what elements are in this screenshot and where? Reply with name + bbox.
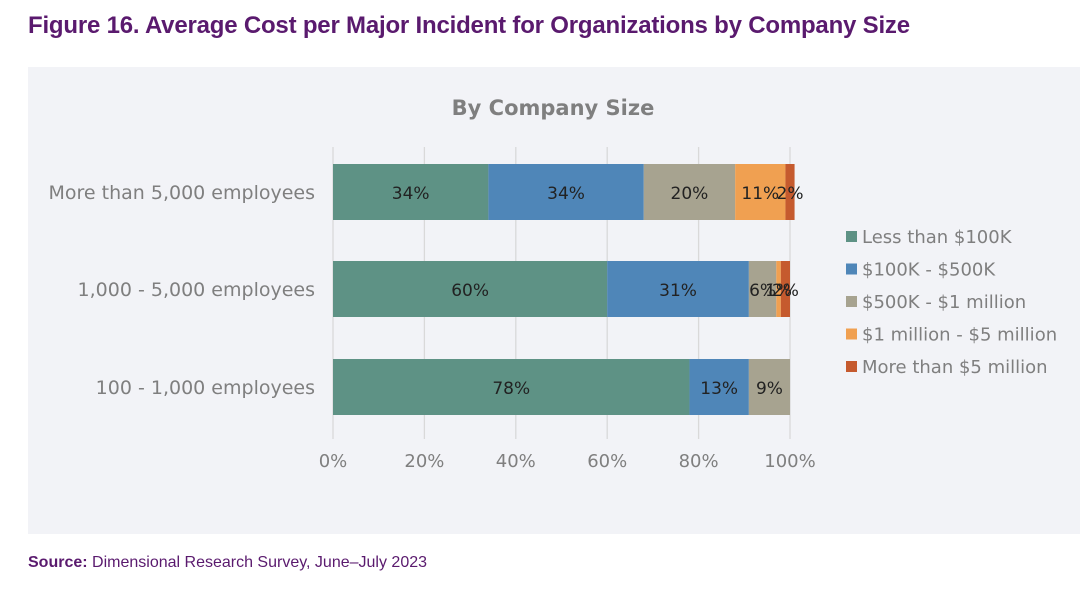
data-label: 31% [659, 281, 697, 301]
legend-label: $500K - $1 million [862, 292, 1026, 313]
data-label: 11% [741, 184, 779, 204]
bar-segment [735, 164, 786, 220]
bars [333, 164, 795, 415]
data-label: 13% [700, 379, 738, 399]
legend-swatch [846, 328, 857, 340]
chart-title: By Company Size [452, 96, 655, 120]
legend-item: Less than $100K [846, 227, 1013, 248]
legend-swatch [846, 296, 857, 307]
legend-item: $100K - $500K [846, 260, 996, 281]
legend-swatch [846, 263, 857, 275]
bar-segment [333, 261, 608, 317]
category-label: 1,000 - 5,000 employees [78, 279, 315, 301]
bar-segment [333, 164, 489, 220]
legend-swatch [846, 231, 857, 242]
legend-item: More than $5 million [846, 357, 1048, 378]
legend-label: $100K - $500K [862, 260, 996, 281]
category-labels: More than 5,000 employees 1,000 - 5,000 e… [49, 182, 315, 399]
bar-segment [689, 359, 749, 415]
stacked-bar-chart: By Company Size 34% 34% 20% 11%2%60% 31% 6%1%… [49, 96, 1058, 472]
x-tick-label: 20% [404, 451, 444, 472]
bar-segment [780, 261, 790, 317]
source-text: Dimensional Research Survey, June–July 2… [87, 554, 428, 571]
legend-item: $1 million - $5 million [846, 325, 1057, 346]
data-label: 78% [492, 379, 530, 399]
bar-segment [488, 164, 644, 220]
data-label: 60% [451, 281, 489, 301]
source-label: Source: [28, 554, 88, 571]
x-axis-ticks: 0% 20% 40% 60% 80% 100% [319, 451, 816, 472]
bar-segment [333, 359, 690, 415]
bar-segment [607, 261, 749, 317]
x-tick-label: 0% [319, 451, 348, 472]
data-label: 20% [671, 184, 709, 204]
legend-label: Less than $100K [862, 227, 1013, 248]
legend: Less than $100K $100K - $500K $500K - $1 m… [846, 227, 1057, 378]
data-label: 6% [749, 281, 776, 301]
category-label: 100 - 1,000 employees [96, 377, 315, 399]
data-label: 2% [772, 281, 799, 301]
data-label: 34% [392, 184, 430, 204]
bar-segment [785, 164, 795, 220]
legend-label: $1 million - $5 million [862, 325, 1057, 346]
x-tick-label: 60% [587, 451, 627, 472]
bar-segment [748, 261, 777, 317]
x-tick-label: 100% [764, 451, 815, 472]
data-label: 2% [777, 184, 804, 204]
data-label: 34% [547, 184, 585, 204]
data-label: 9% [756, 379, 783, 399]
data-labels: 34% 34% 20% 11%2%60% 31% 6%1%2%78% 13% 9% [392, 184, 804, 399]
legend-item: $500K - $1 million [846, 292, 1026, 313]
figure-title: Figure 16. Average Cost per Major Incide… [28, 12, 910, 39]
category-label: More than 5,000 employees [49, 182, 315, 204]
x-tick-label: 40% [496, 451, 536, 472]
source-note: Source: Dimensional Research Survey, Jun… [28, 554, 427, 572]
legend-swatch [846, 361, 857, 372]
data-label: 1% [765, 281, 792, 301]
legend-label: More than $5 million [862, 357, 1048, 378]
bar-segment [643, 164, 736, 220]
x-tick-label: 80% [679, 451, 719, 472]
bar-segment [748, 359, 790, 415]
bar-segment [776, 261, 781, 317]
chart-panel: By Company Size 34% 34% 20% 11% 2% 60% 31% 6% 1%… [28, 67, 1080, 534]
